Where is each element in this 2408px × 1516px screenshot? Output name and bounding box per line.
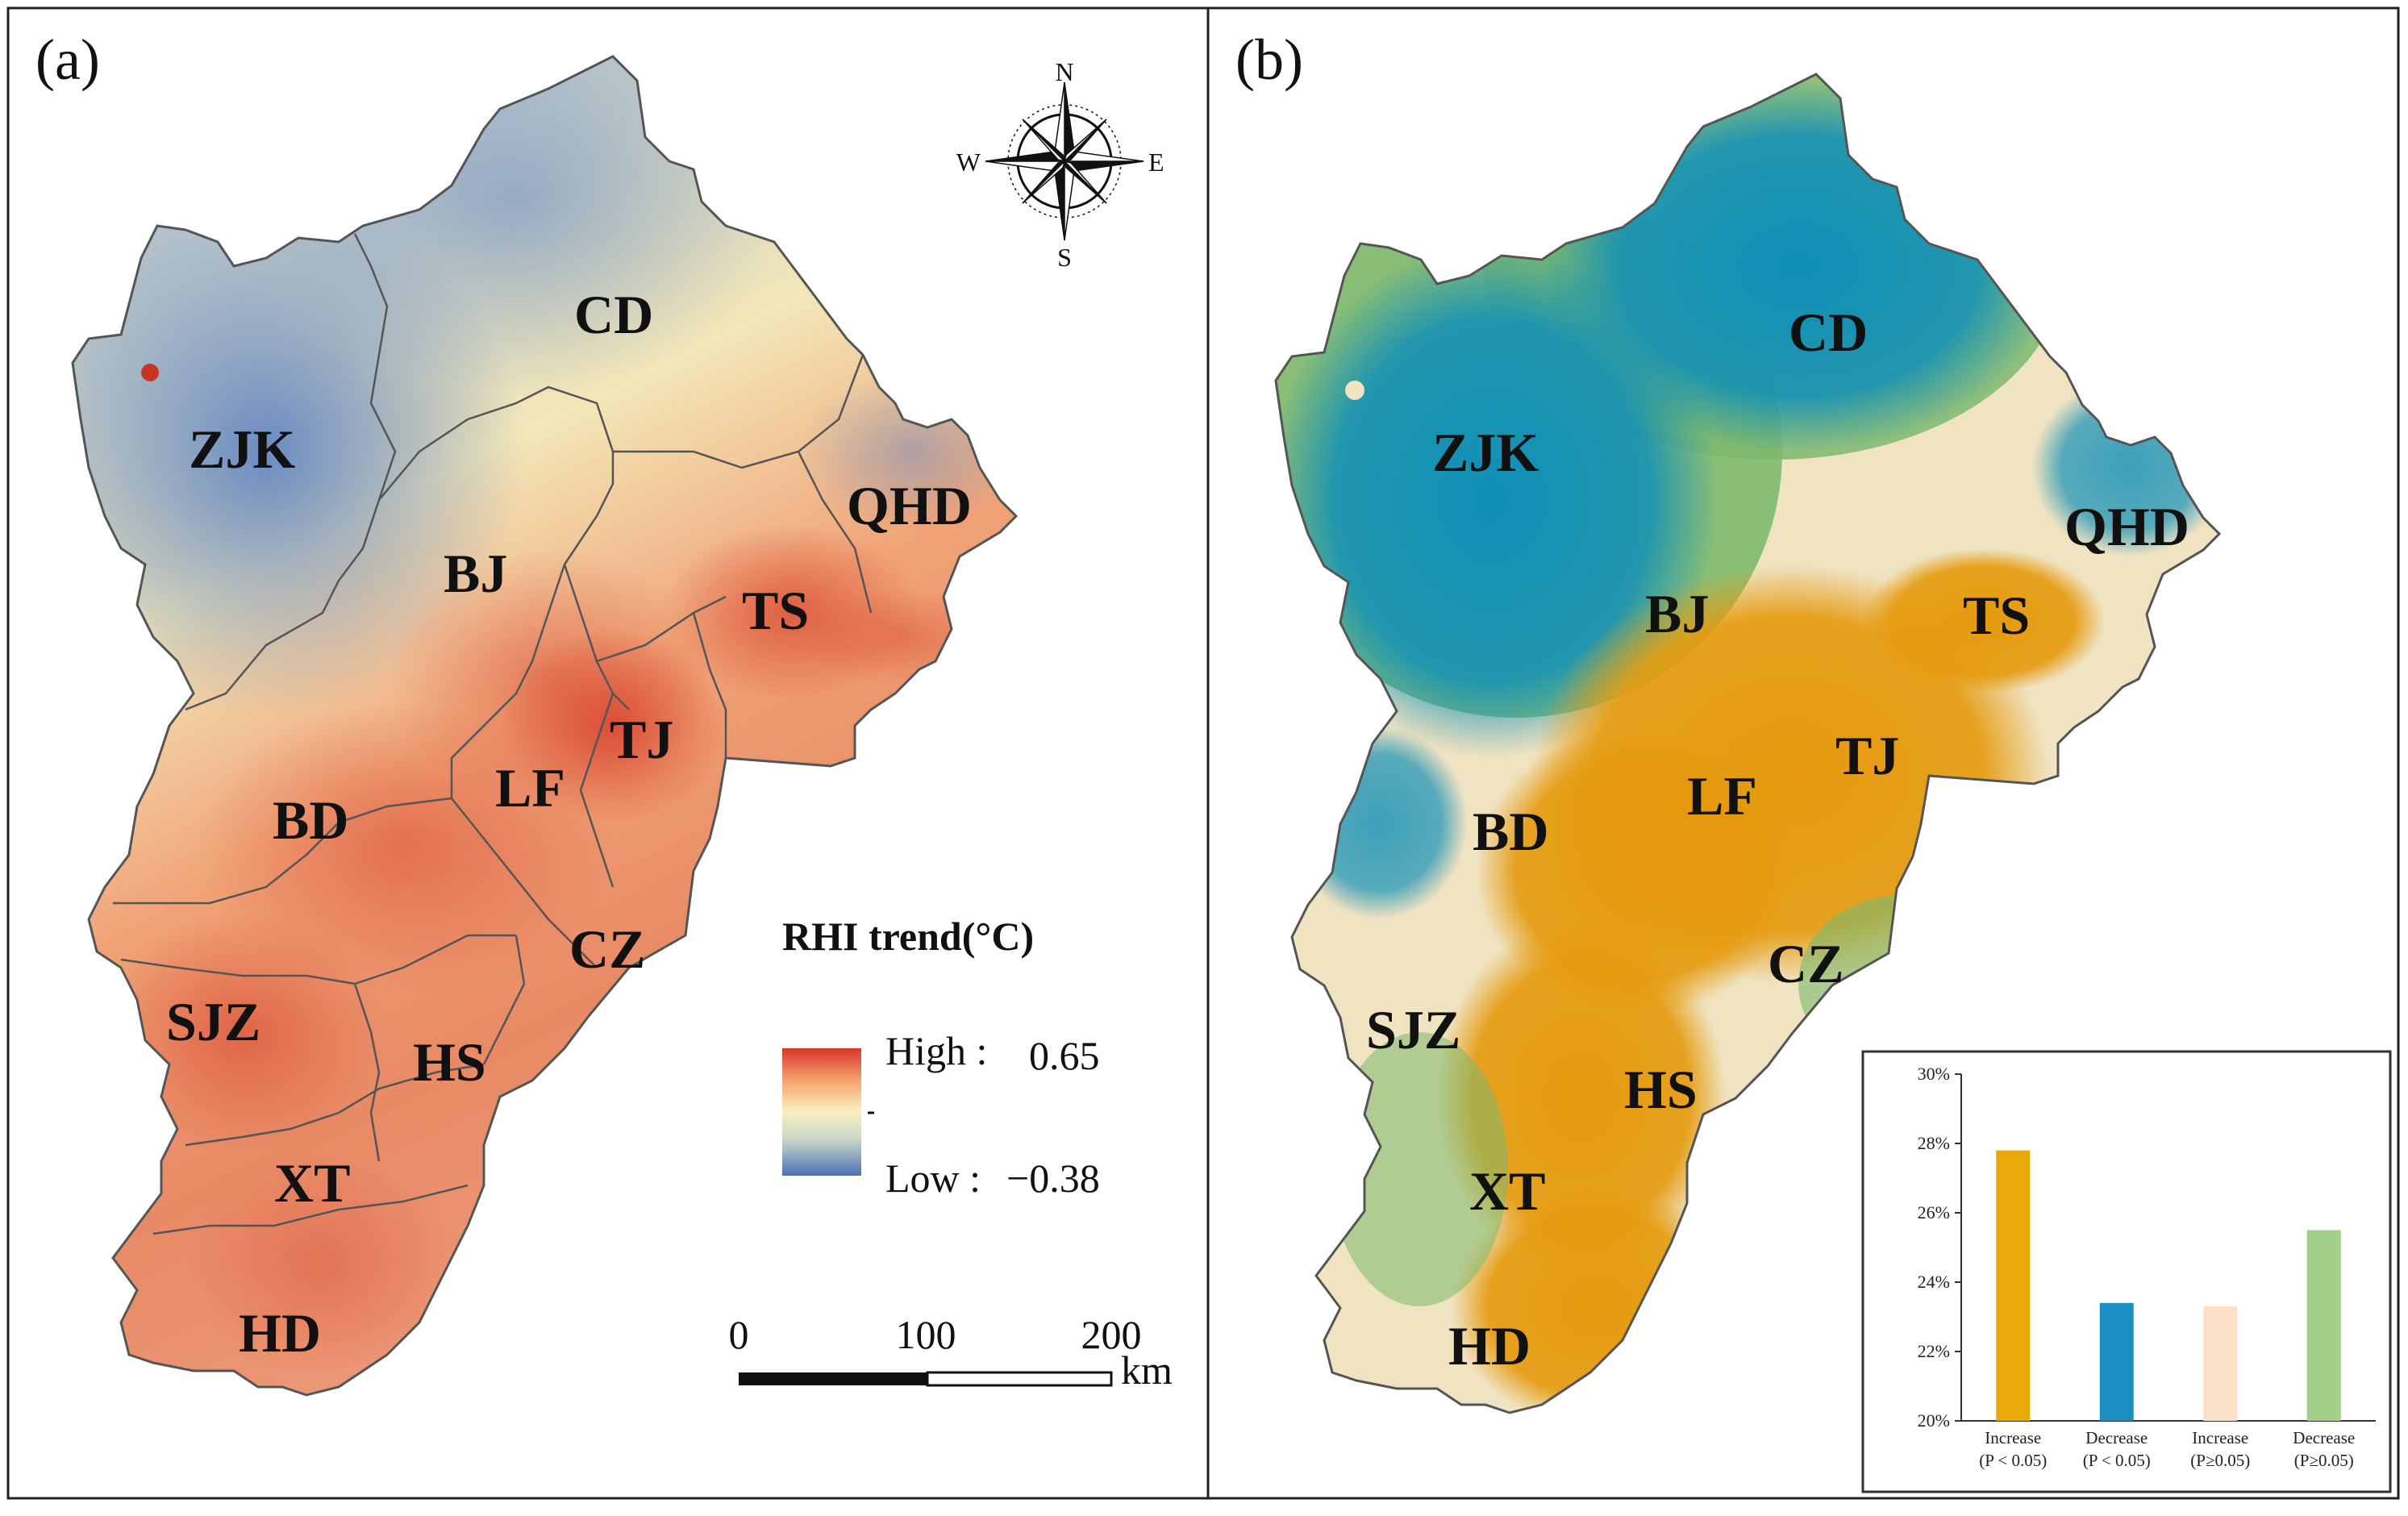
scale-tick-200: 200 — [1081, 1312, 1142, 1357]
scale-unit: km — [1121, 1347, 1173, 1393]
inset-x-label-line1: Increase — [2192, 1428, 2248, 1447]
compass-rose: N S E W — [956, 57, 1164, 272]
scale-bar: 0 100 200 km — [729, 1312, 1173, 1393]
inset-y-tick-label: 24% — [1918, 1272, 1950, 1292]
inset-bars — [1996, 1150, 2341, 1421]
inset-bar-2 — [2099, 1302, 2134, 1421]
inset-x-labels: Increase (P < 0.05) Decrease (P < 0.05) Incr… — [1979, 1428, 2355, 1470]
inset-x-label-line2: (P≥0.05) — [2294, 1451, 2354, 1470]
legend-high-label: High : — [885, 1028, 987, 1073]
region-label-sjz-b: SJZ — [1366, 999, 1460, 1060]
panel-a-label: (a) — [35, 27, 100, 92]
region-label-hs-b: HS — [1624, 1059, 1698, 1120]
panel-a: (a) — [6, 6, 1210, 1500]
compass-west-label: W — [956, 148, 981, 177]
inset-x-label-line1: Increase — [1985, 1428, 2041, 1447]
scale-tick-0: 0 — [729, 1312, 749, 1357]
legend-low-label: Low : — [885, 1156, 981, 1201]
panel-b-label: (b) — [1235, 27, 1303, 92]
region-label-sjz: SJZ — [166, 991, 260, 1052]
inset-bar-4 — [2306, 1230, 2341, 1421]
region-label-tj: TJ — [610, 709, 673, 770]
region-label-hd-b: HD — [1448, 1315, 1531, 1376]
legend-color-ramp — [782, 1048, 861, 1176]
inset-x-label-line2: (P < 0.05) — [2083, 1451, 2151, 1470]
inset-y-tick-label: 20% — [1918, 1410, 1950, 1431]
region-label-hs: HS — [413, 1031, 486, 1093]
region-label-cz: CZ — [569, 918, 645, 980]
region-label-bd: BD — [273, 789, 348, 851]
panel-b-region-labels: CD ZJK QHD BJ TS TJ LF BD CZ SJZ HS XT H… — [1366, 302, 2189, 1376]
region-label-ts: TS — [742, 580, 809, 641]
region-label-bd-b: BD — [1473, 801, 1548, 862]
inset-bar-chart: 20% 22% 24% 26% 28% 30% Increase (P < 0.05) Dec… — [1861, 1050, 2392, 1493]
region-label-qhd: QHD — [847, 475, 972, 536]
region-label-cz-b: CZ — [1768, 933, 1843, 994]
region-label-zjk: ZJK — [189, 419, 295, 480]
region-label-lf: LF — [495, 757, 565, 818]
region-label-xt: XT — [274, 1152, 350, 1214]
compass-south-label: S — [1057, 243, 1072, 272]
inset-x-label-line2: (P < 0.05) — [1979, 1451, 2047, 1470]
inset-x-label-line1: Decrease — [2293, 1428, 2355, 1447]
region-label-tj-b: TJ — [1835, 725, 1899, 786]
region-label-qhd-b: QHD — [2064, 496, 2189, 557]
inset-x-label-line1: Decrease — [2085, 1428, 2148, 1447]
inset-y-tick-label: 28% — [1918, 1133, 1950, 1153]
region-label-bj: BJ — [444, 543, 507, 604]
region-label-zjk-b: ZJK — [1432, 422, 1539, 483]
rhi-legend: RHI trend(°C) High : 0.65 Low : −0.38 — [782, 914, 1100, 1201]
region-label-xt-b: XT — [1469, 1160, 1545, 1222]
panel-a-region-labels: CD ZJK QHD BJ TS TJ LF BD CZ SJZ HS XT H… — [166, 284, 972, 1364]
inset-bar-3 — [2203, 1306, 2238, 1421]
inset-y-tick-label: 30% — [1918, 1064, 1950, 1084]
legend-high-value: 0.65 — [1029, 1033, 1100, 1078]
rhi-region-boundaries — [113, 233, 873, 1235]
compass-east-label: E — [1148, 148, 1164, 177]
inset-y-ticks: 20% 22% 24% 26% 28% 30% — [1918, 1064, 1961, 1431]
compass-north-label: N — [1055, 57, 1073, 86]
inset-x-label-line2: (P≥0.05) — [2190, 1451, 2250, 1470]
region-label-cd: CD — [574, 284, 653, 345]
region-label-lf-b: LF — [1687, 765, 1757, 827]
inset-y-tick-label: 22% — [1918, 1341, 1950, 1361]
inset-y-tick-label: 26% — [1918, 1202, 1950, 1222]
region-label-ts-b: TS — [1963, 585, 2030, 646]
inset-bar-1 — [1996, 1150, 2031, 1421]
scale-tick-100: 100 — [896, 1312, 956, 1357]
region-label-cd-b: CD — [1789, 302, 1868, 363]
legend-title: RHI trend(°C) — [782, 914, 1034, 959]
legend-low-value: −0.38 — [1006, 1156, 1100, 1201]
region-label-hd: HD — [239, 1302, 321, 1364]
panel-b: (b) — [1206, 6, 2400, 1500]
region-label-bj-b: BJ — [1645, 583, 1709, 644]
